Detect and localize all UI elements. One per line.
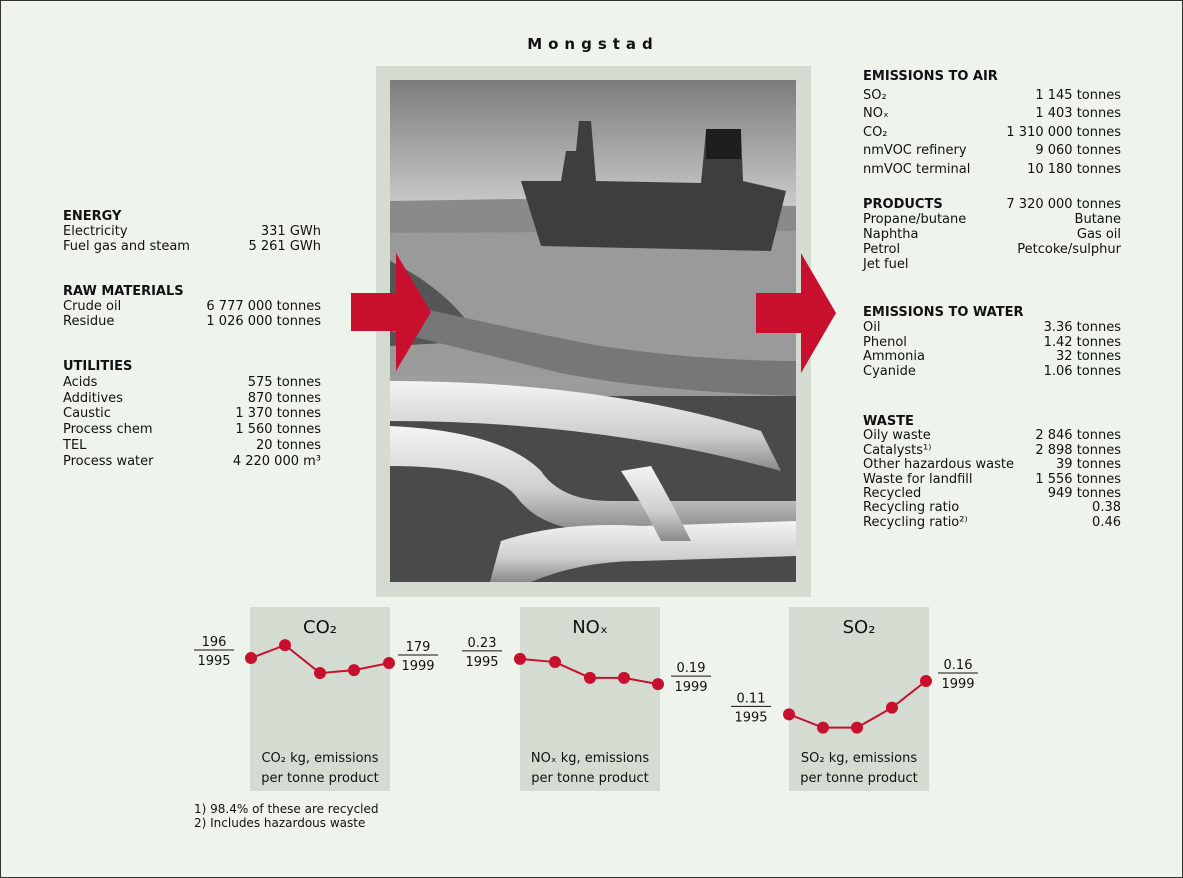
row-label: Jet fuel bbox=[863, 257, 909, 272]
point bbox=[652, 678, 664, 690]
row-value: 1 560 tonnes bbox=[63, 422, 321, 437]
chart-caption: per tonne product bbox=[261, 771, 378, 786]
row-value: 6 777 000 tonnes bbox=[63, 299, 321, 314]
row-value: 575 tonnes bbox=[63, 375, 321, 390]
row-value: 1 556 tonnes bbox=[863, 472, 1121, 487]
year-label: 1999 bbox=[941, 677, 974, 692]
point bbox=[514, 653, 526, 665]
year-label: 1999 bbox=[674, 680, 707, 695]
row-value: 2 898 tonnes bbox=[863, 443, 1121, 458]
point bbox=[314, 667, 326, 679]
row-value: 3.36 tonnes bbox=[863, 320, 1121, 335]
year-label: 1995 bbox=[197, 654, 230, 669]
section-heading: UTILITIES bbox=[63, 359, 132, 374]
chart-title: SO₂ bbox=[843, 617, 876, 638]
row-value: 870 tonnes bbox=[63, 391, 321, 406]
year-label: 1995 bbox=[465, 655, 498, 670]
row-value: 1.06 tonnes bbox=[863, 364, 1121, 379]
value-label: 0.23 bbox=[468, 636, 497, 651]
row-value: 1 310 000 tonnes bbox=[863, 125, 1121, 140]
row-value: 0.46 bbox=[863, 515, 1121, 530]
row-value: 4 220 000 m³ bbox=[63, 454, 321, 469]
row-value: 331 GWh bbox=[63, 224, 321, 239]
title: Mongstad bbox=[443, 37, 743, 52]
chart-caption: per tonne product bbox=[531, 771, 648, 786]
row-value: 1.42 tonnes bbox=[863, 335, 1121, 350]
section-heading: EMISSIONS TO WATER bbox=[863, 305, 1023, 320]
year-label: 1995 bbox=[734, 710, 767, 725]
section-total: 7 320 000 tonnes bbox=[863, 197, 1121, 212]
point bbox=[920, 675, 932, 687]
chart-caption: SO₂ kg, emissions bbox=[801, 751, 917, 766]
row-value: 949 tonnes bbox=[863, 486, 1121, 501]
chart-caption: NOₓ kg, emissions bbox=[531, 751, 650, 766]
row-value: 39 tonnes bbox=[863, 457, 1121, 472]
chart-caption: CO₂ kg, emissions bbox=[261, 751, 378, 766]
year-label: 1999 bbox=[401, 659, 434, 674]
row-value: 2 846 tonnes bbox=[863, 428, 1121, 443]
section-heading: WASTE bbox=[863, 414, 914, 429]
point bbox=[886, 702, 898, 714]
point bbox=[584, 672, 596, 684]
point bbox=[783, 708, 795, 720]
row-value: 32 tonnes bbox=[863, 349, 1121, 364]
row-value: 1 370 tonnes bbox=[63, 406, 321, 421]
row-value: 1 026 000 tonnes bbox=[63, 314, 321, 329]
point bbox=[851, 722, 863, 734]
page: CO₂ CO₂ kg, emissions per tonne product 196… bbox=[0, 0, 1183, 878]
row-value: Gas oil bbox=[863, 227, 1121, 242]
value-label: 0.19 bbox=[677, 661, 706, 676]
row-value: 5 261 GWh bbox=[63, 239, 321, 254]
row-value: Petcoke/sulphur bbox=[863, 242, 1121, 257]
chart-caption: per tonne product bbox=[800, 771, 917, 786]
point bbox=[618, 672, 630, 684]
value-label: 196 bbox=[202, 635, 227, 650]
point bbox=[817, 722, 829, 734]
value-label: 179 bbox=[406, 640, 431, 655]
point bbox=[279, 639, 291, 651]
row-value: 0.38 bbox=[863, 500, 1121, 515]
row-value: 1 403 tonnes bbox=[863, 106, 1121, 121]
row-value: 9 060 tonnes bbox=[863, 143, 1121, 158]
row-value: 10 180 tonnes bbox=[863, 162, 1121, 177]
chart-title: NOₓ bbox=[572, 617, 608, 638]
row-value: Butane bbox=[863, 212, 1121, 227]
point bbox=[245, 652, 257, 664]
point bbox=[549, 656, 561, 668]
footnote: 1) 98.4% of these are recycled bbox=[194, 802, 379, 816]
photo bbox=[390, 80, 796, 582]
row-value: 20 tonnes bbox=[63, 438, 321, 453]
footnote: 2) Includes hazardous waste bbox=[194, 816, 365, 830]
point bbox=[348, 664, 360, 676]
chart-title: CO₂ bbox=[303, 617, 337, 638]
section-heading: RAW MATERIALS bbox=[63, 284, 184, 299]
value-label: 0.11 bbox=[737, 691, 766, 706]
section-heading: ENERGY bbox=[63, 209, 121, 224]
point bbox=[383, 657, 395, 669]
row-value: 1 145 tonnes bbox=[863, 88, 1121, 103]
value-label: 0.16 bbox=[944, 658, 973, 673]
section-heading: EMISSIONS TO AIR bbox=[863, 69, 998, 84]
